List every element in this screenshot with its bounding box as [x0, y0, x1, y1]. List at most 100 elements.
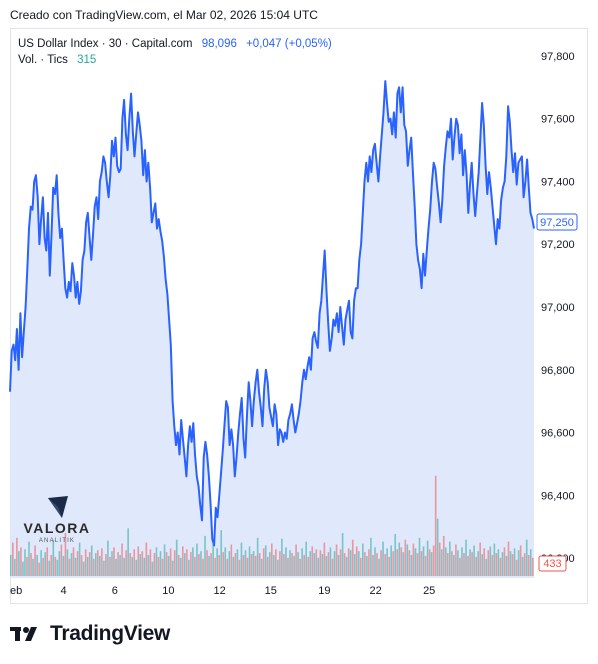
volume-bar — [337, 555, 340, 576]
volume-bar — [509, 551, 512, 576]
volume-bar — [84, 549, 87, 576]
volume-bar — [264, 545, 267, 576]
volume-bar — [485, 558, 488, 576]
volume-bar — [368, 549, 370, 576]
volume-bar — [252, 551, 255, 576]
volume-bar — [254, 555, 257, 576]
y-tick-label: 97,200 — [541, 239, 575, 251]
volume-bar — [483, 548, 486, 576]
volume-bar — [48, 560, 51, 576]
volume-bar — [525, 539, 528, 576]
x-tick-label: 6 — [112, 585, 118, 597]
volume-bar — [277, 559, 279, 576]
volume-bar — [453, 555, 455, 576]
volume-bar — [517, 550, 520, 576]
volume-bar — [471, 552, 473, 576]
symbol-label[interactable]: US Dollar Index · 30 · Capital.com — [18, 38, 193, 50]
volume-bar — [511, 554, 514, 576]
volume-bar — [380, 550, 382, 576]
volume-bar — [105, 554, 107, 576]
volume-bar — [24, 549, 26, 576]
volume-bar — [355, 546, 358, 576]
volume-bar — [256, 537, 259, 576]
volume-bar — [467, 555, 469, 576]
volume-bar — [402, 552, 405, 576]
volume-bar — [44, 552, 47, 576]
volume-bar — [412, 543, 415, 576]
created-caption: Creado con TradingView.com, el Mar 02, 2… — [10, 8, 318, 22]
volume-bar — [390, 545, 392, 576]
volume-bar — [129, 553, 131, 576]
volume-bar — [202, 558, 204, 576]
volume-bar — [192, 547, 194, 576]
volume-bar — [92, 558, 95, 576]
volume-bar — [343, 553, 346, 576]
volume-bar — [374, 547, 376, 576]
volume-bar — [501, 552, 504, 576]
volume-bar — [319, 550, 322, 576]
chart-frame — [10, 28, 588, 604]
volume-bar — [515, 559, 518, 576]
volume-bar — [28, 541, 30, 576]
price-line — [9, 80, 535, 547]
volume-bar — [147, 555, 150, 576]
volume-bar — [157, 556, 160, 576]
volume-bar — [449, 541, 451, 576]
volume-bar — [331, 558, 334, 576]
volume-bar — [307, 556, 310, 576]
volume-bar — [240, 542, 243, 576]
volume-bar — [22, 561, 24, 576]
tradingview-logo[interactable]: TradingView — [10, 622, 170, 646]
volume-bar — [333, 551, 336, 576]
volume-bar — [447, 553, 449, 576]
volume-bar — [349, 550, 352, 576]
volume-bar — [196, 543, 198, 576]
volume-bar — [465, 539, 467, 576]
volume-bar — [163, 544, 166, 576]
volume-bar — [351, 539, 354, 576]
volume-bar — [357, 551, 360, 576]
volume-bar — [135, 559, 138, 576]
volume-bar — [315, 549, 318, 576]
volume-bar — [497, 549, 500, 576]
volume-bar — [505, 555, 508, 576]
volume-bar — [38, 562, 40, 576]
volume-bar — [291, 553, 293, 576]
volume-bar — [434, 475, 437, 576]
volume-bar — [113, 547, 115, 576]
volume-bar — [242, 555, 245, 576]
volume-bar — [507, 541, 510, 576]
y-tick-label: 96,600 — [541, 428, 575, 440]
volume-bar — [258, 553, 261, 576]
price-area — [10, 81, 534, 578]
y-tick-label: 96,800 — [541, 365, 575, 377]
volume-bar — [519, 545, 522, 576]
x-tick-label: 12 — [213, 585, 225, 597]
volume-bar — [323, 542, 326, 576]
volume-bar — [360, 557, 362, 576]
volume-bar — [341, 533, 344, 576]
y-tick-label: 96,400 — [541, 490, 575, 502]
volume-bar — [236, 549, 239, 576]
volume-bar — [97, 550, 99, 576]
volume-bar — [279, 551, 281, 576]
volume-bar — [206, 550, 208, 576]
tradingview-logo-icon — [10, 627, 37, 641]
volume-bar — [171, 560, 174, 576]
volume-bar — [392, 551, 394, 576]
volume-bar — [10, 555, 12, 576]
volume-bar — [410, 555, 413, 576]
volume-axis-value: 433 — [543, 558, 561, 570]
volume-bar — [72, 547, 75, 576]
volume-bar — [487, 550, 490, 576]
volume-bar — [169, 548, 172, 576]
volume-bar — [190, 552, 192, 576]
volume-bar — [266, 556, 269, 576]
volume-label[interactable]: Vol. · Tics — [18, 54, 68, 66]
tradingview-brand: TradingView — [50, 622, 171, 645]
volume-bar — [208, 555, 210, 576]
volume-bar — [159, 551, 162, 576]
volume-bar — [378, 558, 380, 576]
volume-bar — [416, 553, 419, 576]
